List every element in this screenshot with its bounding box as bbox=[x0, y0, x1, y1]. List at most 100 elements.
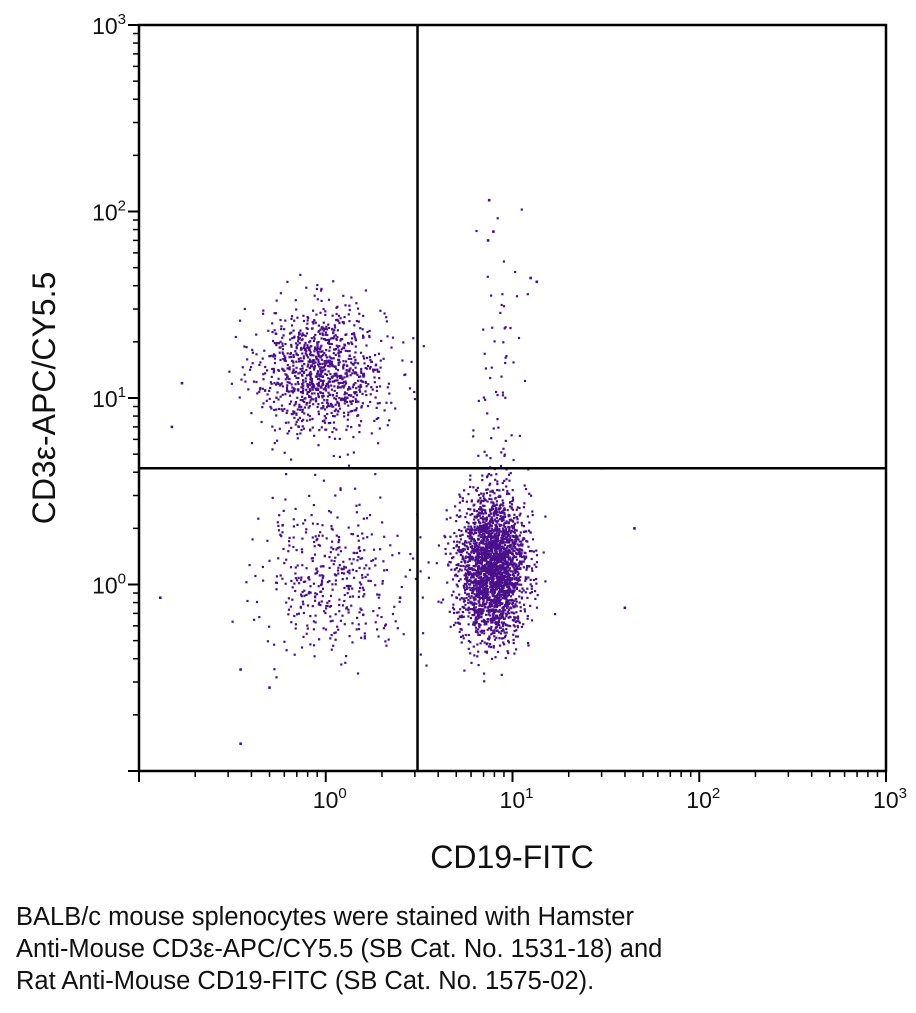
data-point bbox=[471, 567, 474, 570]
data-point bbox=[378, 607, 381, 610]
data-point bbox=[450, 594, 454, 597]
data-point bbox=[492, 552, 496, 555]
data-point bbox=[500, 630, 503, 633]
data-point bbox=[517, 552, 520, 556]
data-point bbox=[469, 589, 472, 592]
data-point bbox=[491, 564, 494, 567]
data-point bbox=[482, 588, 485, 591]
data-point bbox=[300, 420, 304, 423]
data-point bbox=[331, 431, 334, 434]
data-point bbox=[277, 557, 280, 560]
data-point bbox=[314, 621, 317, 624]
data-point bbox=[357, 595, 360, 598]
data-point bbox=[480, 524, 483, 527]
data-point bbox=[329, 594, 333, 597]
data-point bbox=[534, 590, 537, 593]
data-point bbox=[505, 485, 508, 488]
data-point bbox=[486, 569, 489, 572]
data-point bbox=[488, 540, 491, 544]
data-point bbox=[489, 518, 492, 521]
data-point bbox=[484, 529, 488, 532]
data-point bbox=[503, 543, 506, 547]
data-point bbox=[477, 545, 480, 549]
data-point bbox=[477, 534, 480, 537]
data-point bbox=[299, 329, 302, 332]
data-point bbox=[495, 636, 498, 639]
data-point bbox=[356, 307, 360, 310]
caption-line-1: BALB/c mouse splenocytes were stained wi… bbox=[16, 903, 634, 931]
data-point bbox=[388, 392, 391, 395]
data-point bbox=[477, 530, 480, 533]
data-point bbox=[494, 478, 497, 481]
data-point bbox=[316, 341, 319, 344]
data-point bbox=[512, 638, 515, 641]
data-point bbox=[313, 336, 316, 339]
data-point bbox=[333, 373, 336, 376]
data-point bbox=[493, 570, 496, 573]
data-point bbox=[466, 560, 470, 563]
data-point bbox=[455, 514, 458, 517]
data-point bbox=[496, 418, 499, 421]
data-point bbox=[414, 577, 417, 580]
data-point bbox=[498, 578, 502, 581]
data-point bbox=[476, 631, 479, 634]
data-point bbox=[514, 578, 517, 581]
data-point bbox=[486, 476, 489, 479]
data-point bbox=[474, 529, 477, 532]
data-point bbox=[501, 588, 504, 591]
data-point bbox=[492, 566, 495, 569]
data-point bbox=[471, 531, 474, 534]
data-point bbox=[490, 608, 493, 611]
data-point bbox=[385, 320, 388, 323]
data-point bbox=[501, 564, 504, 567]
data-point bbox=[502, 609, 505, 612]
data-point bbox=[276, 439, 279, 442]
data-point bbox=[305, 332, 309, 335]
data-point bbox=[492, 616, 495, 619]
data-point bbox=[529, 592, 532, 595]
data-point bbox=[338, 407, 342, 410]
data-point bbox=[298, 403, 301, 406]
data-point bbox=[496, 513, 499, 517]
data-point bbox=[282, 334, 285, 337]
data-point bbox=[329, 615, 332, 618]
data-point bbox=[376, 628, 379, 631]
data-point bbox=[508, 505, 512, 508]
data-point bbox=[320, 579, 323, 582]
data-point bbox=[509, 558, 512, 561]
data-point bbox=[481, 541, 484, 544]
data-point bbox=[288, 540, 291, 543]
data-point bbox=[357, 539, 360, 542]
data-point bbox=[494, 548, 497, 551]
data-point bbox=[343, 565, 346, 568]
data-point bbox=[313, 366, 316, 369]
data-point bbox=[494, 621, 497, 624]
data-point bbox=[515, 508, 518, 511]
data-point bbox=[514, 270, 517, 274]
data-point bbox=[487, 530, 490, 534]
data-point bbox=[468, 555, 471, 558]
data-point bbox=[481, 602, 485, 605]
data-point bbox=[315, 593, 319, 596]
data-point bbox=[487, 573, 490, 576]
data-point bbox=[321, 395, 324, 398]
data-point bbox=[391, 554, 394, 557]
data-point bbox=[317, 377, 321, 381]
data-point bbox=[318, 373, 321, 376]
data-point bbox=[512, 520, 515, 523]
data-point bbox=[500, 673, 503, 676]
data-point bbox=[476, 554, 479, 557]
data-point bbox=[496, 489, 499, 492]
data-point bbox=[273, 353, 276, 356]
data-point bbox=[268, 355, 271, 358]
data-point bbox=[498, 554, 501, 557]
data-point bbox=[368, 514, 372, 517]
data-point bbox=[487, 627, 491, 630]
data-point bbox=[350, 532, 353, 536]
data-point bbox=[467, 595, 471, 598]
data-point bbox=[458, 550, 461, 553]
data-point bbox=[332, 357, 335, 360]
data-point bbox=[475, 622, 478, 625]
data-point bbox=[520, 521, 523, 524]
data-point bbox=[512, 542, 515, 545]
